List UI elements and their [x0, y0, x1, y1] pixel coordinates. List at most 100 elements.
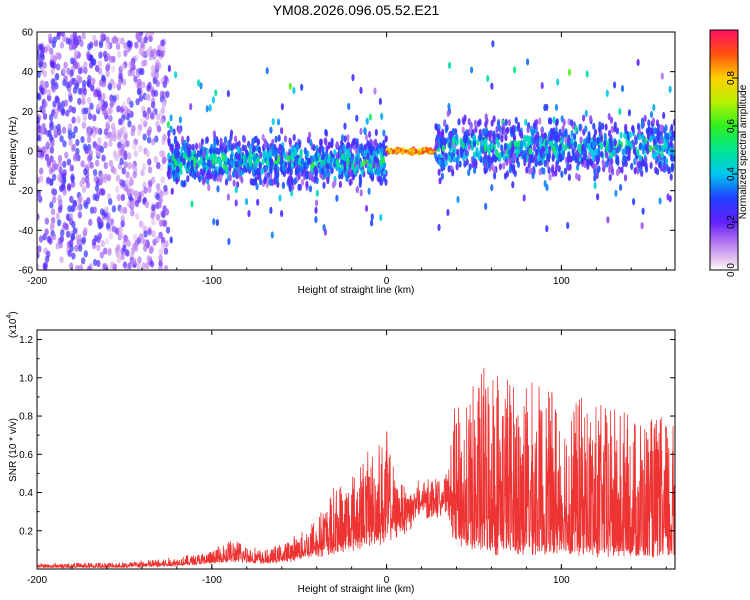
- spectrogram-cell: [290, 161, 294, 169]
- spectrogram-cell: [335, 194, 339, 202]
- spectrogram-cell: [132, 143, 137, 151]
- spectrogram-cell: [566, 163, 570, 172]
- spectrogram-cell: [56, 219, 62, 227]
- spectrogram-cell: [47, 33, 53, 41]
- spectrogram-cell: [625, 144, 629, 152]
- spectrogram-cell: [72, 86, 78, 94]
- spectrogram-cell: [121, 167, 126, 175]
- spectrogram-cell: [373, 87, 377, 95]
- spectrogram-cell: [437, 168, 441, 176]
- spectrogram-cell: [197, 79, 201, 87]
- spectrogram-cell: [137, 78, 142, 86]
- spectrogram-cell: [58, 199, 63, 207]
- spectrogram-cell: [490, 143, 494, 151]
- spectrogram-cell: [127, 162, 132, 170]
- spectrogram-cell: [234, 160, 238, 168]
- spectrogram-cell: [213, 137, 217, 145]
- spectrogram-cell: [226, 140, 230, 148]
- spectrogram-cell: [659, 124, 663, 132]
- spectrogram-cell: [37, 251, 40, 259]
- spectrogram-cell: [448, 141, 452, 149]
- spectrogram-cell: [51, 40, 56, 49]
- spectrogram-cell: [524, 118, 528, 126]
- spectrogram-cell: [545, 225, 549, 233]
- spectrogram-cell: [660, 72, 664, 80]
- spectrogram-cell: [105, 36, 110, 44]
- spectrogram-cell: [146, 84, 151, 92]
- spectrogram-cell: [73, 49, 79, 57]
- colorbar-label: Normalized spectral amplitude: [738, 84, 749, 219]
- spectrogram-cell: [64, 151, 69, 159]
- spectrogram-cell: [120, 63, 126, 71]
- spectrogram-cell: [528, 147, 532, 155]
- spectrogram-cell: [350, 156, 354, 164]
- spectrogram-cell: [155, 213, 161, 221]
- spectrogram-cell: [115, 174, 121, 182]
- spectrogram-cell: [170, 187, 174, 195]
- spectrogram-cell: [263, 177, 267, 185]
- spectrogram-cell: [275, 177, 279, 185]
- spectrogram-cell: [146, 93, 151, 101]
- spectrogram-cell: [323, 228, 327, 236]
- spectrogram-cell: [108, 114, 113, 122]
- spectrogram-cell: [57, 128, 62, 136]
- spectrogram-cell: [94, 143, 100, 151]
- spectrogram-cell: [191, 170, 195, 178]
- x-tick-label: -200: [27, 575, 47, 586]
- spectrogram-cell: [77, 196, 82, 205]
- spectrogram-cell: [467, 118, 471, 126]
- spectrogram-cell: [140, 169, 145, 177]
- spectrogram-cell: [81, 236, 87, 244]
- spectrogram-cell: [435, 123, 439, 131]
- spectrogram-cell: [223, 141, 227, 149]
- spectrogram-cell: [98, 41, 104, 49]
- spectrogram-cell: [634, 137, 638, 145]
- spectrogram-cell: [200, 138, 204, 146]
- spectrogram-cell: [142, 133, 147, 141]
- spectrogram-cell: [607, 144, 611, 152]
- spectrogram-cell: [441, 136, 446, 144]
- spectrogram-cell: [656, 128, 660, 136]
- spectrogram-cell: [150, 70, 156, 78]
- spectrogram-cell: [491, 163, 495, 172]
- spectrogram-cell: [504, 134, 508, 142]
- spectrogram-cell: [237, 140, 241, 148]
- spectrogram-cell: [540, 126, 544, 134]
- spectrogram-cell: [160, 242, 166, 250]
- spectrogram-cell: [47, 129, 52, 137]
- spectrogram-cell: [151, 218, 156, 226]
- spectrogram-cell: [550, 166, 555, 174]
- spectrogram-cell: [105, 42, 110, 50]
- spectrogram-cell: [239, 169, 243, 177]
- spectrogram-cell: [118, 118, 123, 126]
- spectrogram-cell: [664, 132, 668, 140]
- spectrogram-cell: [653, 152, 657, 160]
- spectrogram-cell: [343, 154, 347, 162]
- spectrogram-cell: [96, 244, 101, 252]
- spectrogram-cell: [290, 153, 294, 161]
- colorbar-tick-label: 0.4: [726, 167, 737, 181]
- spectrogram-cell: [189, 103, 193, 111]
- spectrogram-cell: [308, 171, 312, 179]
- spectrogram-cell: [49, 123, 54, 131]
- spectrogram-cell: [122, 244, 127, 253]
- spectrogram-cell: [610, 157, 614, 166]
- spectrogram-cell: [167, 152, 171, 160]
- spectrogram-cell: [437, 223, 441, 231]
- spectrogram-cell: [247, 210, 251, 218]
- spectrogram-cell: [68, 43, 74, 51]
- svg-text:(x104): (x104): [6, 311, 19, 338]
- spectrogram-cell: [282, 164, 286, 172]
- spectrogram-cell: [127, 152, 132, 160]
- spectrogram-cell: [227, 237, 231, 246]
- spectrogram-cell: [141, 81, 146, 89]
- spectrogram-cell: [652, 138, 657, 146]
- spectrogram-cell: [323, 166, 327, 174]
- spectrogram-cell: [94, 184, 100, 192]
- spectrogram-cell: [101, 188, 106, 196]
- spectrogram-cell: [140, 221, 145, 229]
- spectrogram-cell: [117, 141, 122, 149]
- spectrogram-cell: [380, 153, 384, 161]
- spectrogram-cell: [59, 135, 64, 143]
- spectrogram-cell: [219, 173, 223, 181]
